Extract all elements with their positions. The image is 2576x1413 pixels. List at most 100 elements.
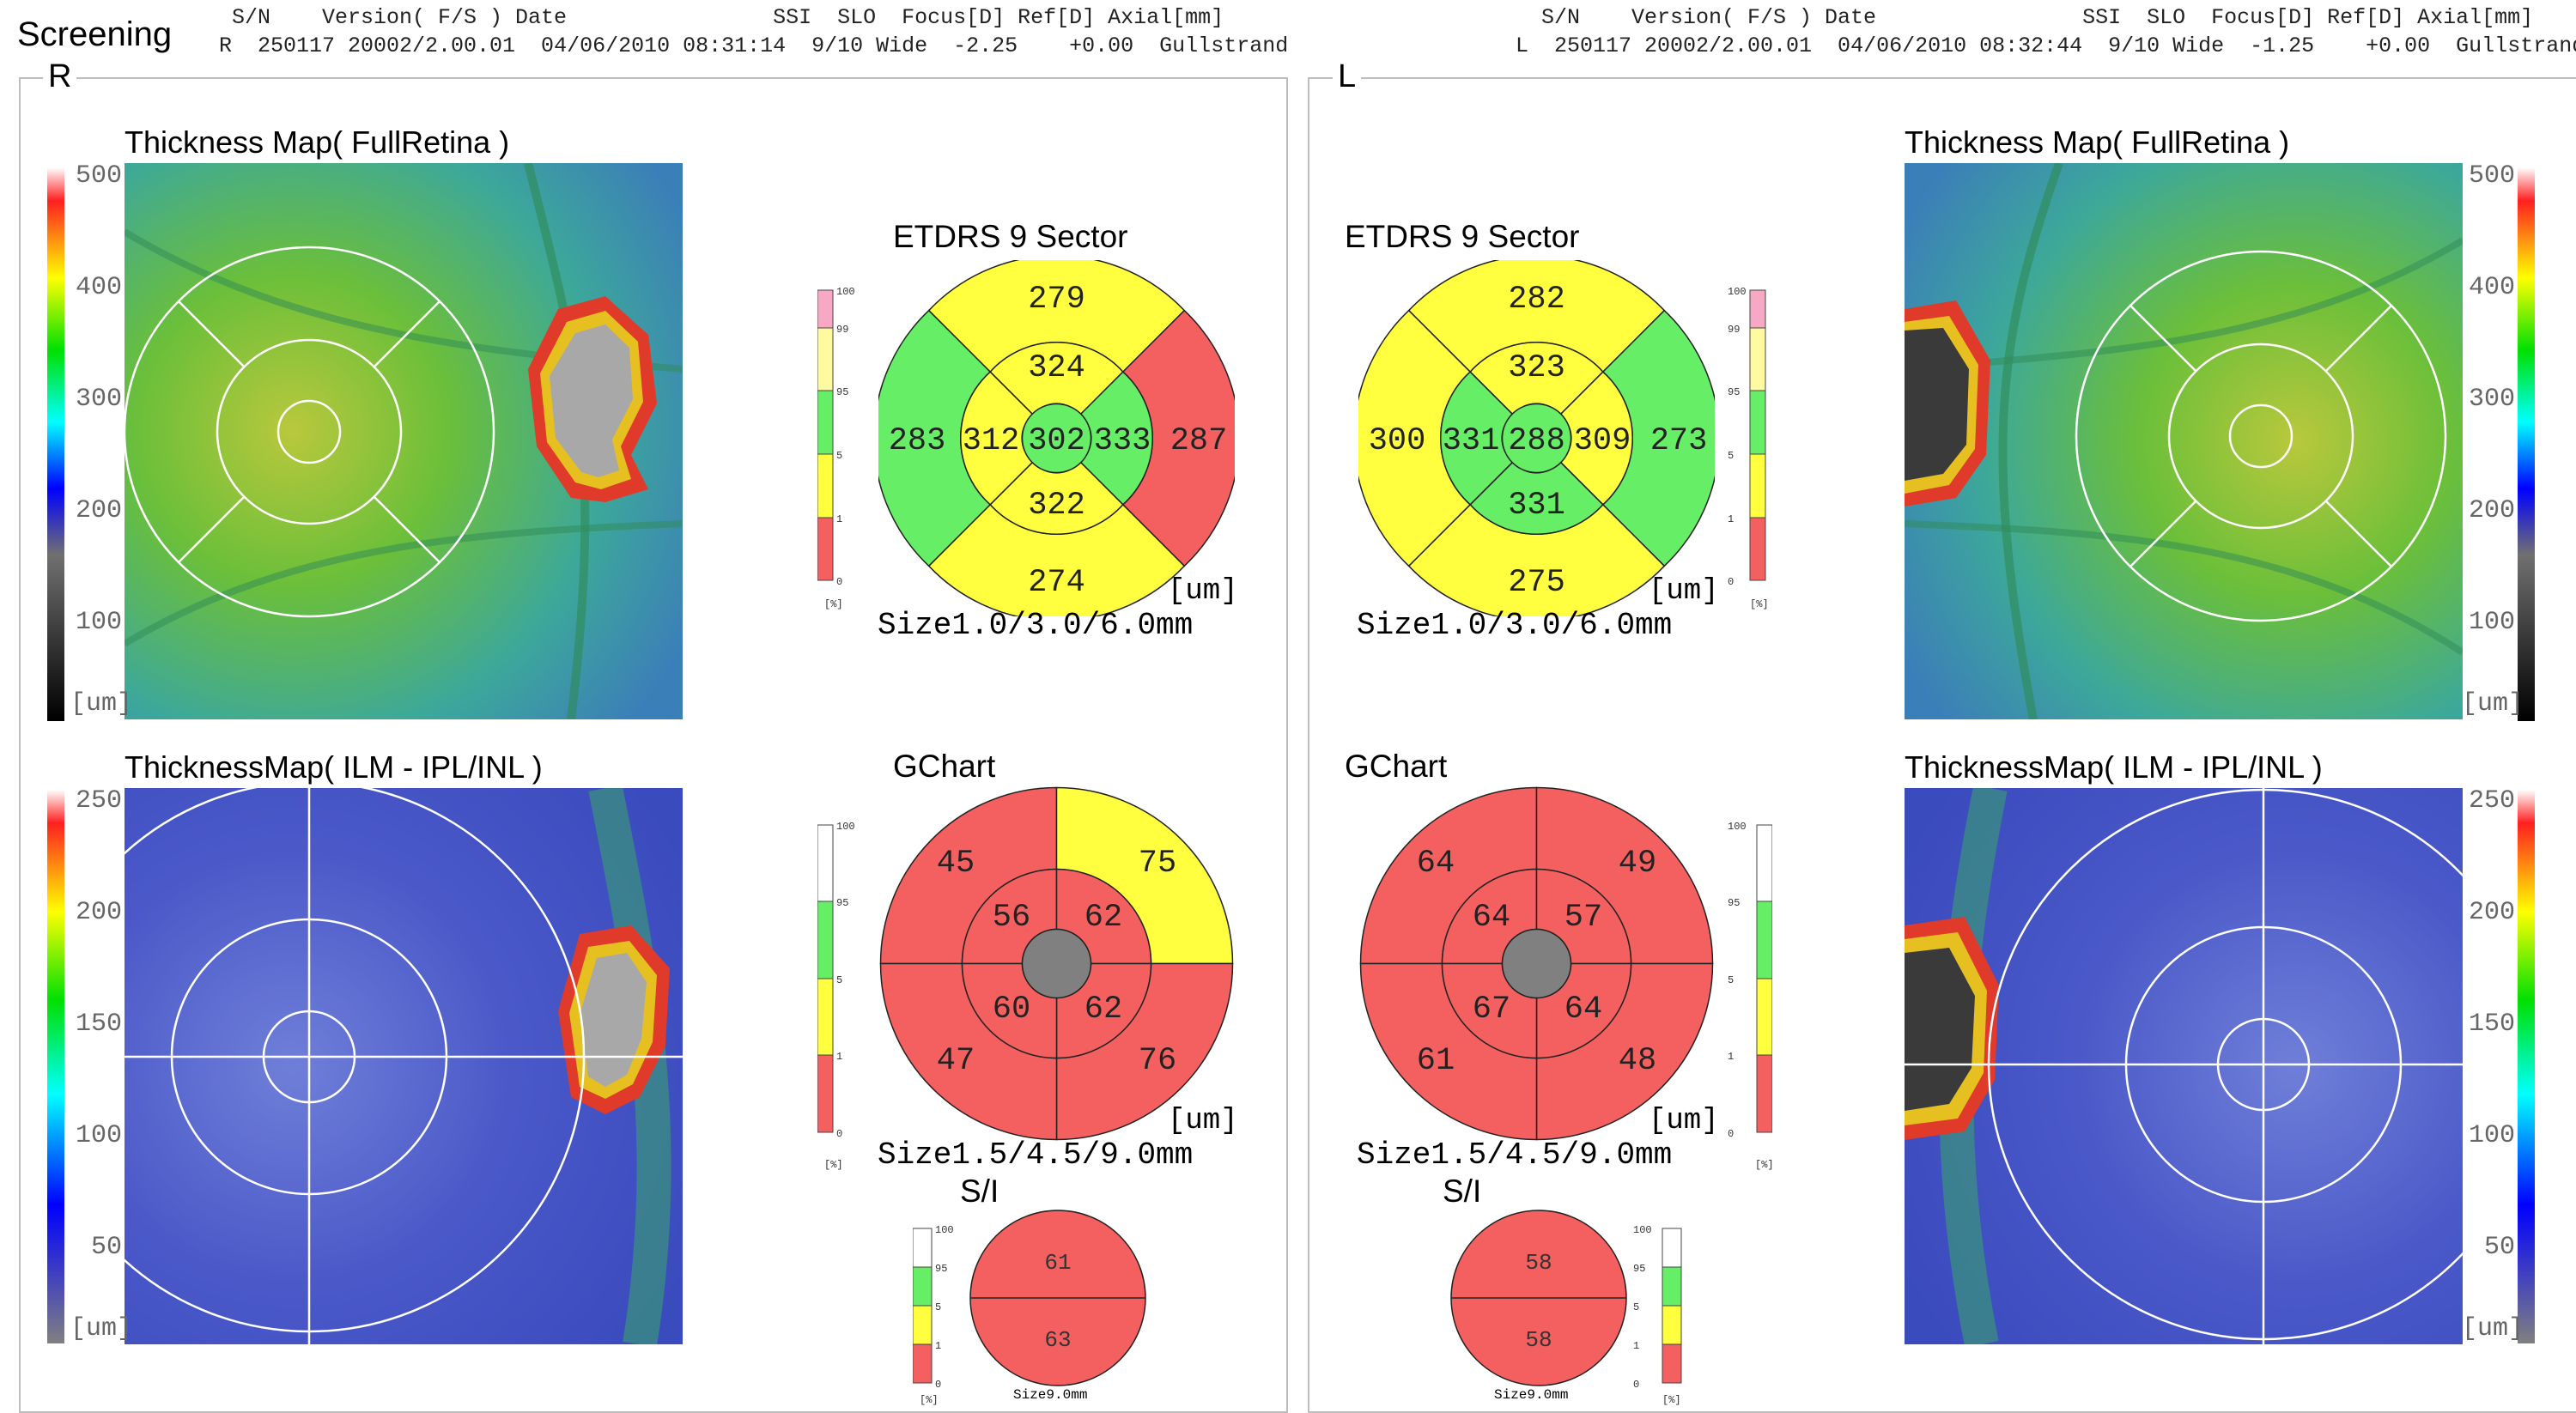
legend-unit: [%]	[824, 1159, 843, 1171]
legend-tick: 95	[935, 1263, 947, 1275]
right-gcl-map	[125, 788, 683, 1344]
right-gchart-unit: [um]	[1168, 1105, 1238, 1137]
gchart-value: 67	[1473, 992, 1510, 1028]
right-etdrs-title: ETDRS 9 Sector	[893, 219, 1128, 254]
left-etdrs-size: Size1.0/3.0/6.0mm	[1357, 608, 1673, 643]
etdrs-value: 288	[1508, 423, 1565, 459]
scale-unit: [um]	[2462, 689, 2524, 719]
left-gcl-map-title: ThicknessMap( ILM - IPL/INL )	[1905, 749, 2323, 785]
scale-unit: [um]	[70, 689, 133, 719]
right-si-size: Size9.0mm	[1013, 1387, 1088, 1403]
etdrs-value: 302	[1028, 423, 1085, 459]
left-etdrs-chart: 282 273 275 300 323 309 331 331 288	[1358, 260, 1715, 616]
left-si-title: S/I	[1443, 1173, 1482, 1209]
legend-tick: 95	[836, 897, 848, 909]
gchart-value: 47	[937, 1043, 975, 1079]
etdrs-value: 300	[1369, 423, 1426, 459]
scale-tick: 100	[2469, 1121, 2516, 1150]
left-eye-label: L	[1333, 60, 1362, 93]
gchart-value: 76	[1139, 1043, 1176, 1079]
right-gchart-size: Size1.5/4.5/9.0mm	[878, 1137, 1194, 1173]
legend-tick: 1	[935, 1340, 941, 1352]
legend-tick: 5	[1728, 450, 1734, 462]
legend-tick: 5	[1633, 1301, 1639, 1313]
legend-tick: 95	[1728, 386, 1740, 398]
legend-unit: [%]	[824, 598, 843, 610]
scale-tick: 500	[76, 161, 123, 191]
legend-tick: 100	[836, 822, 855, 833]
scale-tick: 250	[2469, 786, 2516, 816]
right-etdrs-size: Size1.0/3.0/6.0mm	[878, 608, 1194, 643]
left-gchart-size: Size1.5/4.5/9.0mm	[1357, 1137, 1673, 1173]
header-values-left: L 250117 20002/2.00.01 04/06/2010 08:32:…	[1516, 33, 2576, 58]
right-gcl-scale-bar	[47, 790, 64, 1343]
right-si-title: S/I	[960, 1173, 999, 1209]
si-value: 58	[1525, 1250, 1552, 1276]
scale-tick: 200	[2469, 898, 2516, 927]
scale-tick: 300	[2469, 385, 2516, 414]
header-values-right: R 250117 20002/2.00.01 04/06/2010 08:31:…	[219, 33, 1289, 58]
etdrs-value: 333	[1094, 423, 1151, 459]
left-si-legend: 100 95 5 1 0 [%]	[1633, 1226, 1682, 1406]
etdrs-value: 287	[1170, 423, 1228, 459]
scale-tick: 50	[91, 1233, 123, 1262]
legend-tick: 5	[836, 974, 842, 986]
legend-tick: 0	[1728, 576, 1734, 588]
gchart-value: 62	[1084, 992, 1122, 1028]
scale-tick: 400	[76, 273, 123, 302]
left-full-scale-bar	[2518, 167, 2535, 721]
legend-tick: 0	[836, 1128, 842, 1140]
left-gchart-title: GChart	[1345, 749, 1448, 784]
etdrs-value: 322	[1028, 488, 1085, 524]
legend-tick: 1	[1728, 1051, 1734, 1063]
etdrs-center	[1021, 403, 1092, 474]
scale-tick: 500	[2469, 161, 2516, 191]
legend-tick: 95	[836, 386, 848, 398]
legend-tick: 100	[1728, 822, 1747, 833]
gchart-value: 64	[1473, 900, 1510, 936]
legend-tick: 5	[1728, 974, 1734, 986]
scale-tick: 150	[76, 1010, 123, 1039]
right-gchart-title: GChart	[893, 749, 996, 784]
right-gchart-chart: 45 75 47 76 56 62 60 62	[879, 786, 1234, 1141]
scale-tick: 250	[76, 786, 123, 816]
legend-tick: 100	[935, 1226, 954, 1236]
left-full-retina-map-title: Thickness Map( FullRetina )	[1905, 124, 2290, 160]
left-gcl-map	[1905, 788, 2463, 1344]
scale-tick: 150	[2469, 1010, 2516, 1039]
left-etdrs-legend: 100 99 95 5 1 0 [%]	[1728, 288, 1769, 610]
etdrs-value: 273	[1650, 423, 1708, 459]
scale-unit: [um]	[70, 1314, 133, 1343]
scale-unit: [um]	[2462, 1314, 2524, 1343]
left-si-chart: 58 58	[1450, 1210, 1627, 1386]
header-labels-left: S/N Version( F/S ) Date SSI SLO Focus[D]…	[1541, 5, 2534, 30]
etdrs-value: 274	[1028, 565, 1085, 601]
gchart-value: 60	[993, 992, 1030, 1028]
right-full-retina-map	[125, 163, 683, 719]
si-value: 61	[1044, 1250, 1071, 1276]
left-gchart-unit: [um]	[1649, 1105, 1719, 1137]
scale-tick: 100	[76, 1121, 123, 1150]
app-title: Screening	[17, 15, 173, 53]
legend-tick: 0	[935, 1379, 941, 1391]
right-si-chart: 61 63	[969, 1210, 1146, 1386]
gchart-center	[1501, 928, 1572, 999]
etdrs-value: 331	[1508, 488, 1565, 524]
etdrs-value: 331	[1443, 423, 1500, 459]
etdrs-value: 279	[1028, 282, 1085, 318]
etdrs-value: 283	[889, 423, 946, 459]
gchart-value: 49	[1619, 846, 1656, 882]
etdrs-value: 324	[1028, 350, 1085, 386]
left-gchart-chart: 64 49 61 48 64 57 67 64	[1359, 786, 1714, 1141]
gchart-value: 45	[937, 846, 975, 882]
legend-tick: 0	[1728, 1128, 1734, 1140]
etdrs-value: 282	[1508, 282, 1565, 318]
etdrs-value: 312	[963, 423, 1020, 459]
scale-tick: 200	[2469, 496, 2516, 525]
legend-tick: 0	[1633, 1379, 1639, 1391]
scale-tick: 100	[76, 608, 123, 637]
scale-tick: 200	[76, 898, 123, 927]
legend-tick: 5	[836, 450, 842, 462]
legend-tick: 1	[1633, 1340, 1639, 1352]
legend-unit: [%]	[1755, 1159, 1772, 1171]
